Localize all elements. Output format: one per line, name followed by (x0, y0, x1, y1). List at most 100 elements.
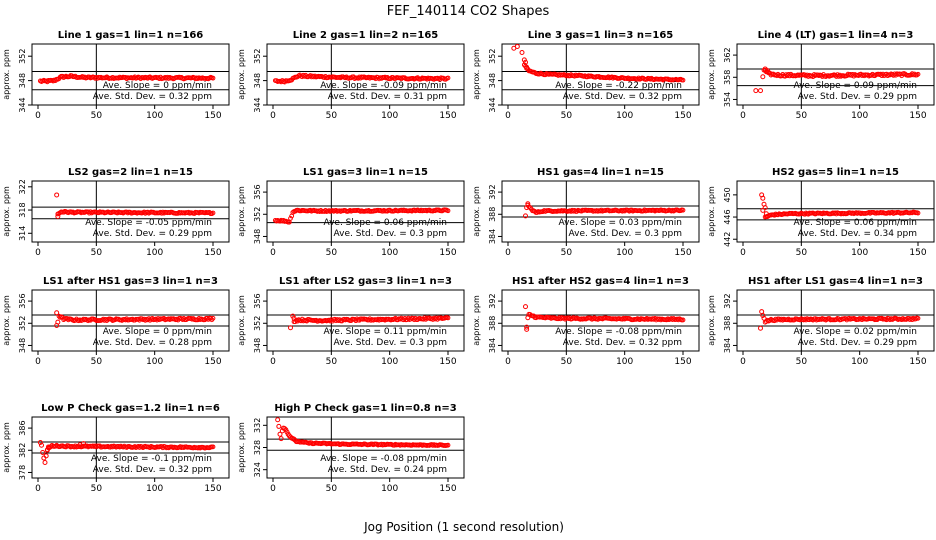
data-point (760, 195, 766, 201)
data-points (272, 72, 451, 85)
std-annotation: Ave. Std. Dev. = 0.29 ppm (93, 229, 212, 239)
data-point (288, 325, 293, 331)
data-point (445, 442, 451, 448)
data-point (445, 208, 451, 214)
y-tick-label: 324 (253, 462, 262, 477)
slope-annotation: Ave. Slope = -0.08 ppm/min (555, 327, 682, 337)
data-point (42, 459, 48, 465)
y-axis-label: approx. ppm (707, 186, 716, 237)
x-tick-label: 0 (505, 248, 511, 258)
y-tick-label: 388 (488, 316, 497, 331)
x-tick-label: 50 (561, 357, 573, 367)
x-tick-label: 150 (909, 248, 926, 258)
panel-2: Line 2 gas=1 lin=2 n=165 approx. ppm 0 50 10… (237, 30, 465, 121)
panel-title: LS2 gas=2 lin=1 n=15 (68, 167, 193, 178)
x-tick-label: 150 (439, 357, 456, 367)
slope-annotation: Ave. Slope = -0.05 ppm/min (85, 218, 212, 228)
data-point (291, 436, 297, 442)
y-tick-label: 322 (18, 179, 27, 194)
y-tick-label: 354 (723, 92, 732, 107)
x-tick-label: 150 (439, 111, 456, 121)
data-point (291, 315, 297, 321)
panel-title: HS1 after LS1 gas=4 lin=1 n=3 (748, 276, 923, 287)
std-annotation: Ave. Std. Dev. = 0.32 ppm (563, 338, 682, 348)
y-tick-label: 386 (18, 420, 27, 435)
data-point (43, 453, 49, 459)
data-point (54, 310, 60, 316)
panel-3: Line 3 gas=1 lin=3 n=165 approx. ppm 0 50 10… (472, 30, 700, 121)
data-point (523, 59, 528, 65)
x-tick-label: 150 (674, 248, 691, 258)
y-tick-label: 348 (253, 229, 262, 244)
data-point (915, 315, 921, 321)
slope-annotation: Ave. Slope = -0.09 ppm/min (320, 81, 447, 91)
x-tick-label: 150 (439, 248, 456, 258)
figure-title: FEF_140114 CO2 Shapes (387, 4, 550, 19)
x-tick-label: 0 (740, 111, 746, 121)
y-tick-label: 348 (488, 73, 497, 88)
x-tick-label: 0 (270, 357, 276, 367)
data-point (760, 207, 766, 213)
panel-4: Line 4 (LT) gas=1 lin=4 n=3 approx. ppm 0 5… (707, 30, 935, 121)
std-annotation: Ave. Std. Dev. = 0.3 ppm (334, 338, 447, 348)
plot-frame (736, 43, 935, 106)
data-point (753, 88, 759, 94)
data-point (278, 436, 284, 442)
data-point (39, 442, 44, 448)
data-point (526, 311, 532, 317)
y-tick-label: 352 (488, 49, 497, 64)
slope-annotation: Ave. Slope = 0.06 ppm/min (323, 218, 447, 228)
plot-frame (736, 289, 935, 352)
y-axis-label: approx. ppm (472, 186, 481, 237)
data-point (54, 192, 60, 198)
x-tick-label: 150 (674, 357, 691, 367)
panel-13: Low P Check gas=1.2 lin=1 n=6 approx. ppm… (2, 403, 230, 494)
x-tick-label: 150 (909, 357, 926, 367)
panel-title: HS1 after HS2 gas=4 lin=1 n=3 (512, 276, 689, 287)
panel-6: LS1 gas=3 lin=1 n=15 approx. ppm 0 50 100 150… (237, 167, 465, 258)
x-tick-label: 50 (326, 111, 338, 121)
panel-10: LS1 after LS2 gas=3 lin=1 n=3 approx. ppm… (237, 276, 465, 367)
y-tick-label: 384 (488, 338, 497, 353)
slope-annotation: Ave. Slope = 0 ppm/min (103, 81, 212, 91)
y-axis-label: approx. ppm (472, 295, 481, 346)
x-tick-label: 0 (505, 357, 511, 367)
data-point (46, 444, 51, 450)
x-tick-label: 0 (35, 111, 41, 121)
plot-frame (31, 289, 230, 352)
data-points (759, 192, 921, 220)
panel-title: Line 3 gas=1 lin=3 n=165 (528, 30, 674, 41)
plot-frame (266, 180, 465, 243)
data-points (753, 66, 921, 94)
data-point (765, 68, 770, 74)
data-point (680, 77, 686, 83)
y-tick-label: 352 (18, 49, 27, 64)
x-tick-label: 50 (796, 248, 808, 258)
data-point (760, 74, 766, 80)
data-points (523, 201, 686, 219)
slope-annotation: Ave. Slope = 0.06 ppm/min (793, 218, 917, 228)
x-tick-label: 0 (270, 248, 276, 258)
slope-annotation: Ave. Slope = -0.1 ppm/min (91, 454, 212, 464)
x-tick-label: 50 (326, 248, 338, 258)
data-point (55, 319, 61, 325)
x-tick-label: 50 (91, 248, 103, 258)
std-annotation: Ave. Std. Dev. = 0.32 ppm (563, 92, 682, 102)
std-annotation: Ave. Std. Dev. = 0.28 ppm (93, 338, 212, 348)
data-point (275, 417, 281, 423)
y-tick-label: 378 (18, 465, 27, 480)
x-tick-label: 50 (561, 111, 573, 121)
y-tick-label: 388 (488, 207, 497, 222)
panel-title: Line 2 gas=1 lin=2 n=165 (293, 30, 439, 41)
plot-frame (501, 43, 700, 106)
x-tick-label: 50 (326, 484, 338, 494)
data-point (915, 71, 921, 77)
data-point (514, 44, 520, 49)
x-tick-label: 100 (381, 248, 398, 258)
panel-title: Low P Check gas=1.2 lin=1 n=6 (41, 403, 220, 414)
data-point (760, 313, 766, 319)
x-tick-label: 100 (616, 248, 633, 258)
data-points (272, 207, 451, 225)
y-tick-label: 392 (488, 293, 497, 308)
